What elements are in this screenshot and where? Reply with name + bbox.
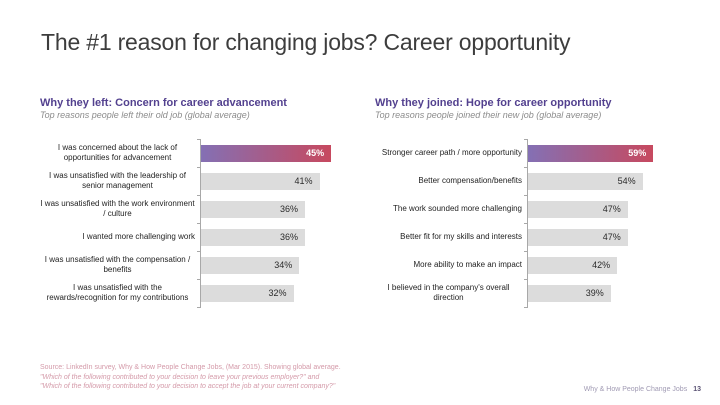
plot-area-row: 34% [197, 250, 360, 279]
value-label: 42% [592, 260, 611, 270]
chart-left-title: Why they left: Concern for career advanc… [40, 97, 287, 109]
bar-row: I was unsatisfied with the leadership of… [40, 166, 360, 195]
category-label: I wanted more challenging work [82, 232, 195, 241]
bar: 47% [528, 200, 628, 218]
plot-area-row: 41% [197, 166, 360, 195]
category-label: I was unsatisfied with the work environm… [40, 199, 195, 218]
bar: 36% [201, 228, 306, 246]
plot-area-row: 36% [197, 194, 360, 223]
bar: 32% [201, 284, 294, 302]
bar-row: The work sounded more challenging 47% [375, 194, 700, 223]
source-question-2: "Which of the following contributed to y… [40, 383, 336, 390]
bar-row: Stronger career path / more opportunity 5… [375, 138, 700, 167]
value-label: 36% [280, 232, 299, 242]
plot-area-row: 47% [524, 194, 700, 223]
bar: 39% [528, 284, 611, 302]
bar-row: Better compensation/benefits 54% [375, 166, 700, 195]
bar: 54% [528, 172, 643, 190]
category-label: I believed in the company's overall dire… [387, 283, 510, 302]
plot-area-row: 32% [197, 278, 360, 308]
value-label: 39% [585, 288, 604, 298]
bar: 34% [201, 256, 300, 274]
plot-area-row: 42% [524, 250, 700, 279]
bar-row: I believed in the company's overall dire… [375, 278, 700, 308]
plot-area-row: 47% [524, 222, 700, 251]
category-label: More ability to make an impact [413, 260, 523, 269]
bar-row: Better fit for my skills and interests 47… [375, 222, 700, 251]
bar: 36% [201, 200, 306, 218]
category-label: I was unsatisfied with the rewards/recog… [46, 283, 189, 302]
chart-right-plot: Stronger career path / more opportunity 5… [375, 138, 700, 308]
source-question-1: "Which of the following contributed to y… [40, 373, 320, 381]
plot-area-row: 36% [197, 222, 360, 251]
source-note: Source: LinkedIn survey, Why & How Peopl… [40, 363, 420, 392]
bar: 41% [201, 172, 320, 190]
slide-title: The #1 reason for changing jobs? Career … [41, 29, 571, 55]
bar-row: More ability to make an impact 42% [375, 250, 700, 279]
highlight-bar: 59% [528, 144, 654, 162]
category-label: Stronger career path / more opportunity [381, 148, 522, 157]
category-label: Better compensation/benefits [418, 176, 522, 185]
bar-row: I was unsatisfied with the rewards/recog… [40, 278, 360, 308]
value-label: 41% [294, 176, 313, 186]
bar-row: I wanted more challenging work 36% [40, 222, 360, 251]
category-label: The work sounded more challenging [393, 204, 522, 213]
slide-footer: Why & How People Change Jobs 13 [584, 386, 701, 393]
plot-area-row: 39% [524, 278, 700, 308]
value-label: 32% [268, 288, 287, 298]
value-label: 54% [617, 176, 636, 186]
plot-area-row: 59% [524, 138, 700, 167]
plot-area-row: 45% [197, 138, 360, 167]
chart-panel-why-they-left: Why they left: Concern for career advanc… [40, 97, 360, 308]
category-label: Better fit for my skills and interests [400, 232, 522, 241]
bar-row: I was unsatisfied with the compensation … [40, 250, 360, 279]
chart-panel-why-they-joined: Why they joined: Hope for career opportu… [375, 97, 700, 308]
value-label: 45% [306, 148, 325, 158]
value-label: 47% [602, 232, 621, 242]
bar: 42% [528, 256, 618, 274]
category-label: I was unsatisfied with the compensation … [44, 255, 191, 274]
plot-area-row: 54% [524, 166, 700, 195]
bar: 47% [528, 228, 628, 246]
footer-deck-title: Why & How People Change Jobs [583, 386, 688, 393]
value-label: 34% [274, 260, 293, 270]
chart-right-subtitle: Top reasons people joined their new job … [375, 110, 602, 120]
highlight-bar: 45% [201, 144, 332, 162]
chart-right-title: Why they joined: Hope for career opportu… [375, 97, 612, 109]
bar-row: I was unsatisfied with the work environm… [40, 194, 360, 223]
value-label: 47% [602, 204, 621, 214]
page-number: 13 [693, 386, 701, 393]
category-label: I was concerned about the lack of opport… [57, 143, 178, 162]
source-line: Source: LinkedIn survey, Why & How Peopl… [40, 364, 341, 371]
bar-row: I was concerned about the lack of opport… [40, 138, 360, 167]
category-label: I was unsatisfied with the leadership of… [49, 171, 186, 190]
chart-left-subtitle: Top reasons people left their old job (g… [40, 110, 250, 120]
chart-left-plot: I was concerned about the lack of opport… [40, 138, 360, 308]
value-label: 59% [628, 148, 647, 158]
value-label: 36% [280, 204, 299, 214]
